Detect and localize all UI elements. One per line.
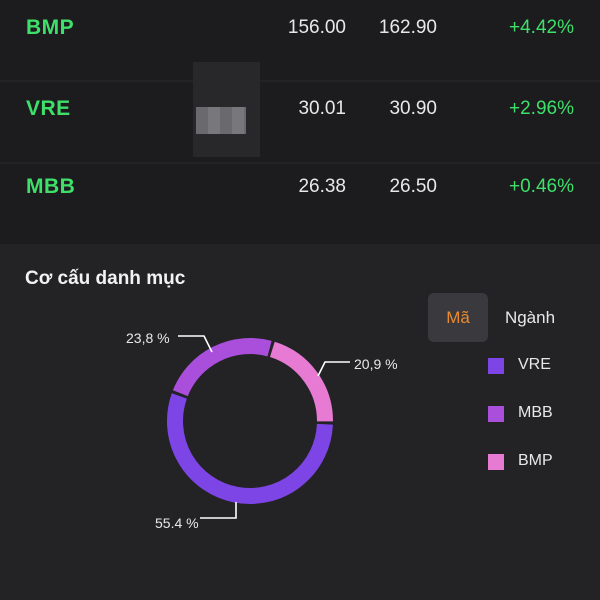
leader-line-vre — [200, 502, 237, 519]
legend-label: MBB — [518, 404, 553, 421]
legend-swatch — [488, 406, 504, 422]
stock-price-reference: 26.38 — [298, 176, 346, 197]
stock-change-percent: +4.42% — [509, 17, 574, 38]
data-label-vre: 55.4 % — [155, 515, 199, 531]
data-label-bmp: 20,9 % — [354, 356, 398, 372]
tab-code[interactable]: Mã — [428, 293, 488, 342]
stock-symbol: BMP — [26, 16, 75, 39]
stock-price-reference: 30.01 — [298, 98, 346, 119]
donut-slice-mbb — [172, 338, 272, 397]
leader-line-mbb — [178, 335, 213, 353]
stock-price-reference: 156.00 — [287, 17, 346, 38]
legend-label: VRE — [518, 356, 551, 373]
stock-symbol: VRE — [26, 97, 71, 120]
portfolio-title: Cơ cấu danh mục — [25, 268, 186, 289]
stock-list: BMP 156.00 162.90 +4.42% VRE 30.01 30.90… — [0, 0, 600, 246]
stock-symbol: MBB — [26, 175, 76, 198]
stock-price-current: 30.90 — [389, 98, 437, 119]
donut-slice-vre — [167, 393, 333, 504]
stock-price-current: 162.90 — [378, 17, 437, 38]
data-label-mbb: 23,8 % — [126, 330, 170, 346]
leader-line-bmp — [317, 361, 350, 377]
stock-price-current: 26.50 — [389, 176, 437, 197]
stock-change-percent: +0.46% — [509, 176, 574, 197]
allocation-tabs: Mã Ngành — [428, 293, 578, 343]
stock-row-bmp[interactable]: BMP 156.00 162.90 +4.42% — [0, 0, 600, 80]
legend-swatch — [488, 358, 504, 374]
stock-row-mbb[interactable]: MBB 26.38 26.50 +0.46% — [0, 164, 600, 244]
tab-sector[interactable]: Ngành — [504, 308, 556, 327]
legend-label: BMP — [518, 452, 553, 469]
redacted-value — [196, 107, 246, 134]
legend-swatch — [488, 454, 504, 470]
stock-row-vre[interactable]: VRE 30.01 30.90 +2.96% — [0, 82, 600, 162]
stock-change-percent: +2.96% — [509, 98, 574, 119]
donut-slice-bmp — [269, 341, 333, 422]
